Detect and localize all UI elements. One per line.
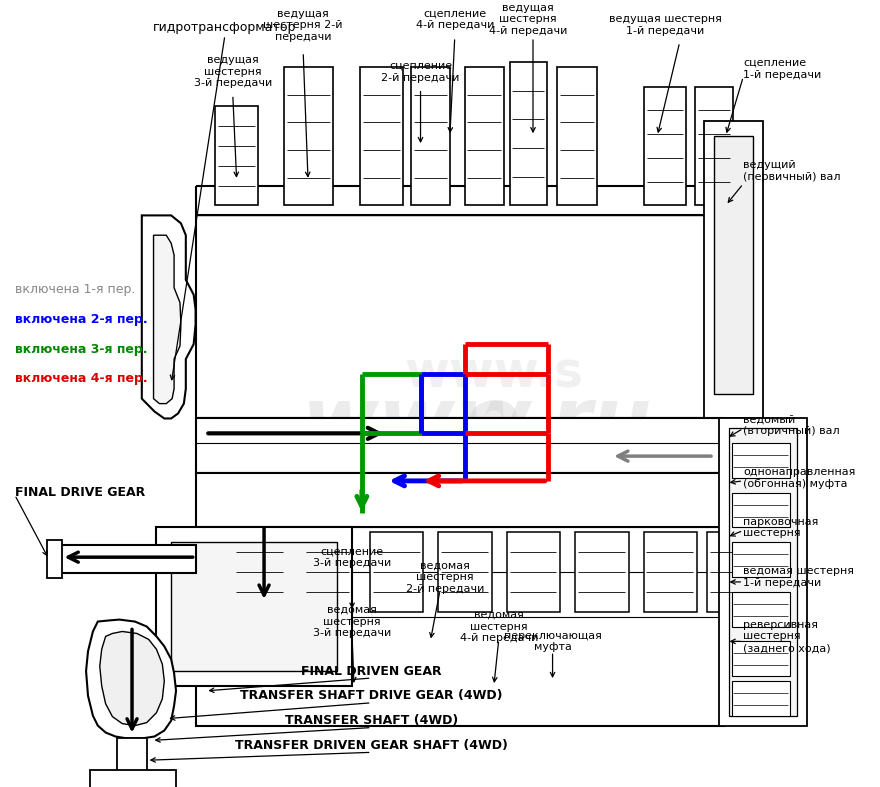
Bar	[643, 532, 697, 611]
Bar	[195, 419, 723, 473]
Bar	[47, 541, 62, 578]
Bar	[695, 87, 732, 205]
Polygon shape	[153, 235, 181, 404]
Text: включена 4-я пер.: включена 4-я пер.	[15, 372, 147, 386]
Bar	[438, 532, 492, 611]
Bar	[719, 419, 807, 726]
Text: ведомая
шестерня
3-й передачи: ведомая шестерня 3-й передачи	[313, 605, 392, 638]
Text: сцепление
2-й передачи: сцепление 2-й передачи	[381, 61, 459, 83]
Polygon shape	[86, 619, 176, 738]
Text: переключающая
муфта: переключающая муфта	[503, 630, 602, 652]
Polygon shape	[99, 631, 165, 726]
Bar	[90, 770, 176, 787]
Text: ведомая шестерня
1-й передачи: ведомая шестерня 1-й передачи	[744, 566, 854, 588]
Text: o.ru: o.ru	[463, 383, 652, 464]
Text: ведущий
(первичный) вал: ведущий (первичный) вал	[744, 160, 840, 182]
Text: FINAL DRIVEN GEAR: FINAL DRIVEN GEAR	[301, 664, 442, 678]
Bar	[644, 87, 686, 205]
Text: ведущая
шестерня
4-й передачи: ведущая шестерня 4-й передачи	[489, 2, 568, 36]
Text: ведомая
шестерня
4-й передачи: ведомая шестерня 4-й передачи	[459, 610, 538, 643]
Text: однонаправленная
(обгонная) муфта: однонаправленная (обгонная) муфта	[744, 467, 855, 489]
Text: включена 2-я пер.: включена 2-я пер.	[15, 313, 147, 326]
Text: гидротрансформатор: гидротрансформатор	[153, 20, 297, 34]
Polygon shape	[142, 216, 195, 419]
Bar	[195, 473, 723, 527]
Bar	[731, 542, 790, 577]
Bar	[370, 532, 423, 611]
Bar	[714, 136, 753, 394]
Bar	[411, 67, 450, 205]
Bar	[465, 67, 503, 205]
Bar	[731, 443, 790, 478]
Bar	[731, 681, 790, 715]
Text: ведущая шестерня
1-й передачи: ведущая шестерня 1-й передачи	[609, 14, 722, 36]
Bar	[232, 532, 287, 611]
Bar	[360, 67, 403, 205]
Bar	[171, 542, 337, 671]
Bar	[731, 641, 790, 676]
Text: реверсивная
шестерня
(заднего хода): реверсивная шестерня (заднего хода)	[744, 620, 831, 653]
Bar	[117, 738, 147, 773]
Text: парковочная
шестерня: парковочная шестерня	[744, 516, 818, 538]
Text: TRANSFER SHAFT (4WD): TRANSFER SHAFT (4WD)	[285, 714, 458, 727]
Text: www.: www.	[302, 383, 559, 464]
Text: ведомый
(вторичный) вал: ведомый (вторичный) вал	[744, 415, 840, 436]
Bar	[304, 532, 352, 611]
Bar	[704, 121, 763, 419]
Bar	[510, 62, 546, 205]
Text: TRANSFER DRIVEN GEAR SHAFT (4WD): TRANSFER DRIVEN GEAR SHAFT (4WD)	[235, 739, 508, 752]
Bar	[557, 67, 597, 205]
Text: ведущая
шестерня
3-й передачи: ведущая шестерня 3-й передачи	[194, 55, 272, 88]
Bar	[283, 67, 333, 205]
Text: www.s: www.s	[405, 350, 583, 398]
Bar	[215, 106, 258, 205]
Bar	[195, 527, 723, 726]
Bar	[731, 493, 790, 527]
Text: ведомая
шестерня
2-й передачи: ведомая шестерня 2-й передачи	[406, 560, 484, 593]
Bar	[507, 532, 561, 611]
Bar	[575, 532, 629, 611]
Text: FINAL DRIVE GEAR: FINAL DRIVE GEAR	[15, 486, 145, 499]
Text: сцепление
1-й передачи: сцепление 1-й передачи	[744, 58, 822, 79]
Bar	[54, 545, 195, 573]
Text: ведущая
шестерня 2-й
передачи: ведущая шестерня 2-й передачи	[263, 9, 343, 42]
Bar	[157, 527, 352, 686]
Text: TRANSFER SHAFT DRIVE GEAR (4WD): TRANSFER SHAFT DRIVE GEAR (4WD)	[240, 689, 502, 702]
Text: включена 1-я пер.: включена 1-я пер.	[15, 283, 135, 296]
Bar	[708, 532, 752, 611]
Text: сцепление
4-й передачи: сцепление 4-й передачи	[415, 9, 494, 30]
Text: сцепление
3-й передачи: сцепление 3-й передачи	[313, 546, 392, 568]
Bar	[731, 592, 790, 626]
Text: включена 3-я пер.: включена 3-я пер.	[15, 342, 147, 356]
Bar	[729, 428, 797, 715]
